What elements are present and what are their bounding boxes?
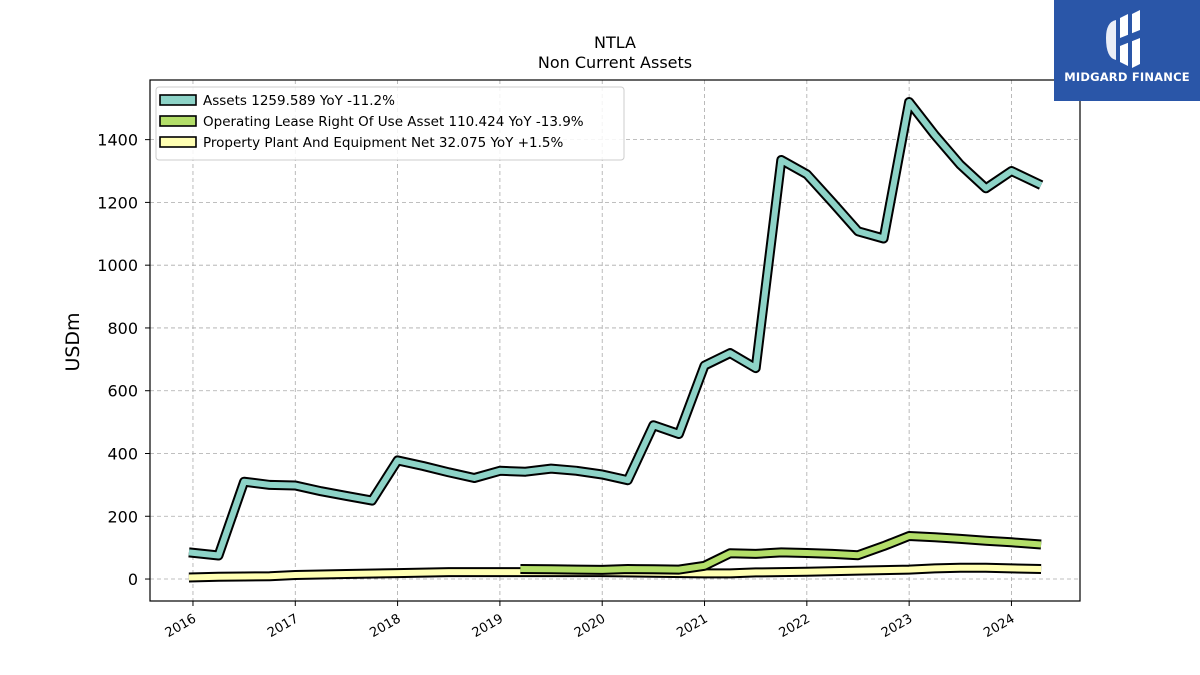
y-tick-label: 0 (128, 570, 138, 589)
x-tick-label: 2020 (572, 611, 608, 641)
y-tick-label: 600 (107, 382, 138, 401)
legend: Assets 1259.589 YoY -11.2% Operating Leas… (155, 86, 625, 161)
y-tick-label: 1400 (97, 131, 138, 150)
series-line (188, 99, 1043, 559)
x-tick-label: 2021 (674, 611, 710, 641)
legend-entry: Property Plant And Equipment Net 32.075 … (203, 135, 563, 151)
legend-swatch (159, 94, 197, 106)
series-lines (188, 97, 1044, 583)
legend-swatch (159, 115, 197, 127)
x-tick-label: 2017 (265, 611, 301, 641)
legend-box (155, 86, 625, 161)
legend-entry: Assets 1259.589 YoY -11.2% (203, 93, 395, 109)
chart-title: NTLA (594, 33, 636, 52)
y-tick-label: 400 (107, 444, 138, 463)
x-tick-label: 2018 (367, 611, 403, 641)
legend-entry: Operating Lease Right Of Use Asset 110.4… (203, 114, 584, 130)
brand-logo: MIDGARD FINANCE (1054, 0, 1200, 101)
x-tick-label: 2022 (777, 611, 813, 641)
y-tick-label: 800 (107, 319, 138, 338)
y-tick-label: 200 (107, 507, 138, 526)
series-line (520, 533, 1042, 573)
x-tick-label: 2016 (163, 611, 199, 641)
x-tick-label: 2023 (879, 611, 915, 641)
legend-swatch (159, 136, 197, 148)
brand-mark-icon (1106, 10, 1140, 68)
plot-frame (149, 79, 1081, 602)
axes: 0 200 400 600 800 1000 1200 1400 2016 2017 2018 201… (97, 79, 1081, 641)
y-axis-label: USDm (62, 312, 84, 371)
x-tick-label: 2019 (470, 611, 506, 641)
brand-name: MIDGARD FINANCE (1064, 70, 1190, 84)
y-tick-label: 1200 (97, 193, 138, 212)
y-tick-label: 1000 (97, 256, 138, 275)
chart-subtitle: Non Current Assets (538, 53, 692, 72)
x-tick-label: 2024 (981, 611, 1017, 641)
